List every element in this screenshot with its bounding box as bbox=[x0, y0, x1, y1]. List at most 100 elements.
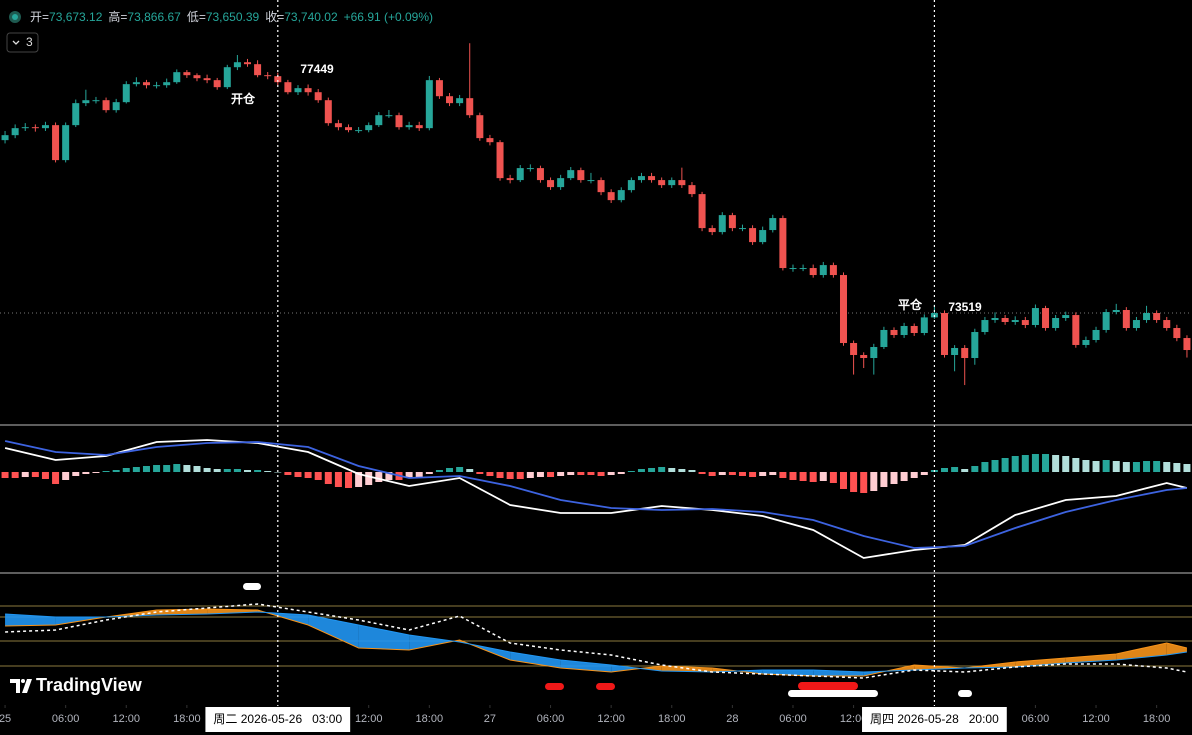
signal-marker bbox=[958, 690, 972, 697]
cloud-fill bbox=[207, 609, 258, 614]
candle-body bbox=[557, 178, 565, 188]
annotation: 平仓 bbox=[898, 297, 923, 312]
histogram-bar bbox=[971, 466, 979, 472]
candle-body bbox=[829, 265, 837, 276]
candle-body bbox=[405, 125, 413, 128]
candle-body bbox=[102, 100, 110, 111]
histogram-bar bbox=[749, 472, 757, 477]
cloud-fill bbox=[510, 652, 561, 668]
crosshair-label-box bbox=[205, 707, 351, 732]
candle-body bbox=[223, 67, 231, 88]
interval-count: 3 bbox=[26, 35, 33, 49]
histogram-bar bbox=[829, 472, 837, 483]
histogram-bar bbox=[62, 472, 70, 480]
oscillator-line bbox=[5, 603, 1188, 679]
histogram-bar bbox=[314, 472, 322, 480]
x-tick-label: 27 bbox=[484, 713, 496, 725]
histogram-bar bbox=[213, 469, 221, 472]
candle-body bbox=[314, 92, 322, 101]
candle-body bbox=[506, 178, 514, 181]
candle-body bbox=[163, 82, 171, 86]
histogram-bar bbox=[11, 472, 19, 478]
histogram-bar bbox=[941, 468, 949, 472]
cloud-fill bbox=[640, 666, 662, 671]
header-value: 73,866.67 bbox=[127, 10, 181, 24]
crosshair-label: 周二 2026-05-26 03:00 bbox=[213, 712, 342, 726]
x-tick-label: 18:00 bbox=[1143, 713, 1171, 725]
histogram-bar bbox=[850, 472, 858, 492]
candle-body bbox=[122, 84, 130, 103]
candle-body bbox=[254, 64, 262, 76]
cloud-fill bbox=[409, 635, 454, 650]
histogram-bar bbox=[173, 464, 181, 472]
candle-body bbox=[415, 125, 423, 129]
histogram-bar bbox=[860, 472, 868, 493]
candle-body bbox=[82, 100, 90, 104]
candle-body bbox=[678, 180, 686, 186]
histogram-bar bbox=[466, 469, 474, 472]
histogram-bar bbox=[52, 472, 60, 484]
candle-body bbox=[799, 268, 807, 270]
histogram-bar bbox=[991, 460, 999, 472]
histogram-bar bbox=[839, 472, 847, 489]
candle-body bbox=[425, 80, 433, 129]
candle-body bbox=[435, 80, 443, 97]
interval-badge[interactable] bbox=[6, 32, 39, 53]
histogram-bar bbox=[193, 466, 201, 472]
histogram-bar bbox=[385, 472, 393, 480]
cloud-fill bbox=[358, 625, 410, 650]
candle-body bbox=[385, 115, 393, 117]
signal-marker bbox=[788, 690, 878, 697]
candle-body bbox=[456, 98, 464, 104]
histogram-bar bbox=[355, 472, 363, 487]
candle-body bbox=[304, 88, 312, 93]
header-value: 73,740.02 bbox=[284, 10, 338, 24]
cloud-fill bbox=[1015, 658, 1066, 667]
candle-body bbox=[738, 228, 746, 230]
candle-body bbox=[648, 176, 656, 181]
candle-body bbox=[1122, 310, 1130, 329]
candle-body bbox=[243, 62, 251, 65]
histogram-bar bbox=[557, 472, 565, 476]
histogram-bar bbox=[142, 466, 150, 472]
histogram-bar bbox=[425, 472, 433, 474]
candle-body bbox=[577, 170, 585, 181]
header-label: 高= bbox=[108, 9, 127, 24]
histogram-bar bbox=[102, 471, 110, 472]
candle-body bbox=[839, 275, 847, 344]
histogram-bar bbox=[809, 472, 817, 482]
status-icon bbox=[12, 14, 18, 20]
candle-body bbox=[203, 78, 211, 81]
x-tick-label: 06:00 bbox=[1022, 713, 1050, 725]
candle-body bbox=[1042, 308, 1050, 329]
histogram-bar bbox=[1062, 456, 1070, 472]
candle-body bbox=[1112, 310, 1120, 313]
candle-body bbox=[607, 192, 615, 201]
histogram-bar bbox=[718, 472, 726, 475]
histogram-bar bbox=[981, 462, 989, 472]
histogram-bar bbox=[446, 468, 454, 472]
candle-body bbox=[870, 347, 878, 359]
watermark: TradingView bbox=[36, 675, 143, 695]
histogram-bar bbox=[183, 465, 191, 472]
signal-marker bbox=[798, 682, 858, 690]
histogram-bar bbox=[1082, 460, 1090, 472]
candle-body bbox=[637, 176, 645, 181]
histogram-bar bbox=[627, 471, 635, 472]
histogram-bar bbox=[1001, 458, 1009, 472]
candle-body bbox=[668, 180, 676, 186]
histogram-bar bbox=[961, 469, 969, 472]
candle-body bbox=[658, 180, 666, 186]
candle-body bbox=[516, 168, 524, 181]
histogram-bar bbox=[1143, 461, 1151, 472]
candle-body bbox=[526, 168, 534, 170]
candle-body bbox=[951, 347, 959, 355]
histogram-bar bbox=[870, 472, 878, 491]
histogram-bar bbox=[1, 472, 9, 478]
histogram-bar bbox=[789, 472, 797, 480]
candle-body bbox=[1082, 340, 1090, 345]
histogram-bar bbox=[31, 472, 39, 477]
histogram-bar bbox=[890, 472, 898, 484]
candle-body bbox=[1011, 320, 1019, 322]
